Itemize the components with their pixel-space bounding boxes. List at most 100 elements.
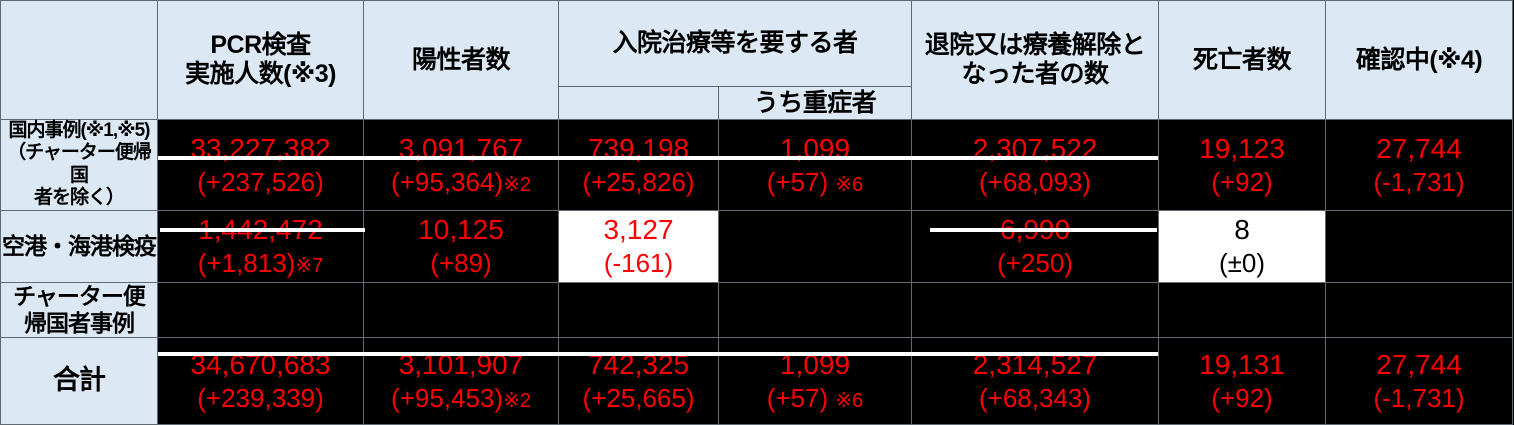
cell-quarantine-pcr: 1,442,472 (+1,813)※7 [157, 209, 364, 283]
cell-charter-deaths [1158, 281, 1327, 338]
row-label-charter-flight-returnees: チャーター便 帰国者事例 [0, 281, 158, 338]
cell-delta: (+1,813)※7 [198, 250, 323, 276]
cell-charter-positive [363, 281, 559, 338]
row-label-total: 合計 [0, 336, 158, 425]
cell-total-deaths: 19,131 (+92) [1158, 336, 1327, 425]
cell-domestic-severe: 1,099 (+57) ※6 [717, 119, 913, 211]
cell-total-confirming: 27,744 (-1,731) [1325, 336, 1514, 425]
table-row: チャーター便 帰国者事例 [0, 281, 1514, 338]
cell-quarantine-confirming [1325, 209, 1514, 283]
cell-quarantine-severe [717, 209, 913, 283]
cell-value: 8 [1234, 214, 1250, 246]
header-pcr-line1: PCR検査 [210, 31, 311, 59]
table-body: 国内事例(※1,※5) （チャーター便帰国 者を除く） 33,227,382 (… [0, 119, 1514, 425]
cell-domestic-deaths: 19,123 (+92) [1158, 119, 1327, 211]
cell-delta-text: (+57) [766, 166, 829, 197]
cell-delta: (+239,339) [197, 382, 324, 413]
value-delta-rule-quarantine-discharged [930, 228, 1157, 232]
table-header: PCR検査 実施人数(※3) 陽性者数 入院治療等を要する者 退院又は療養解除と… [0, 0, 1514, 120]
cell-footnote-mark: ※2 [503, 173, 531, 196]
cell-delta: (-161) [603, 248, 674, 279]
header-positive-cases: 陽性者数 [363, 0, 559, 120]
header-discharged: 退院又は療養解除と なった者の数 [911, 0, 1160, 120]
header-row-sub: うち重症者 [1, 86, 1513, 120]
cell-charter-pcr [157, 281, 364, 338]
cell-footnote-mark: ※6 [835, 389, 864, 412]
cell-domestic-pcr: 33,227,382 (+237,526) [157, 119, 364, 211]
cell-delta: (+92) [1211, 166, 1273, 197]
row-label-charter-line2: 帰国者事例 [24, 309, 135, 336]
cell-domestic-confirming: 27,744 (-1,731) [1325, 119, 1514, 211]
header-pcr-tests: PCR検査 実施人数(※3) [157, 0, 364, 120]
row-label-airport-seaport-quarantine: 空港・海港検疫 [0, 209, 158, 283]
cell-footnote-mark: ※2 [503, 389, 531, 412]
cell-charter-discharged [911, 281, 1160, 338]
cell-total-positive: 3,101,907 (+95,453)※2 [363, 336, 559, 425]
table-row: 合計 34,670,683 (+239,339) 3,101,907 (+95,… [0, 336, 1514, 425]
cell-value: 19,123 [1199, 132, 1285, 164]
row-label-domestic-cases: 国内事例(※1,※5) （チャーター便帰国 者を除く） [0, 119, 158, 211]
row-label-domestic-line3: 者を除く） [33, 187, 125, 209]
cell-domestic-positive: 3,091,767 (+95,364)※2 [363, 119, 559, 211]
row-label-domestic-line1: 国内事例(※1,※5) [8, 120, 150, 141]
header-deaths: 死亡者数 [1158, 0, 1327, 120]
cell-domestic-hospitalized: 739,198 (+25,826) [558, 119, 719, 211]
row-label-charter-line1: チャーター便 [13, 282, 146, 309]
cell-delta: (-1,731) [1373, 382, 1465, 413]
cell-total-discharged: 2,314,527 (+68,343) [911, 336, 1160, 425]
header-row-main: PCR検査 実施人数(※3) 陽性者数 入院治療等を要する者 退院又は療養解除と… [0, 0, 1514, 120]
table-row: 空港・海港検疫 1,442,472 (+1,813)※7 10,125 (+89… [0, 209, 1514, 283]
cell-delta: (+68,343) [979, 382, 1092, 413]
value-delta-rule-domestic [158, 156, 1158, 160]
cell-domestic-discharged: 2,307,522 (+68,093) [911, 119, 1160, 211]
header-confirming: 確認中(※4) [1325, 0, 1514, 120]
cell-delta-text: (+1,813) [197, 248, 296, 279]
cell-total-pcr: 34,670,683 (+239,339) [157, 336, 364, 425]
header-discharged-line2: なった者の数 [961, 60, 1110, 88]
cell-delta: (+95,364)※2 [391, 169, 531, 195]
cell-total-hospitalized: 742,325 (+25,665) [558, 336, 719, 425]
value-delta-rule-quarantine-pcr [160, 228, 365, 232]
table-row: 国内事例(※1,※5) （チャーター便帰国 者を除く） 33,227,382 (… [0, 119, 1514, 211]
cell-delta: (+68,093) [979, 166, 1092, 197]
header-corner-cell [0, 0, 158, 120]
cell-charter-severe [717, 281, 913, 338]
cell-value: 19,131 [1199, 348, 1285, 380]
cell-total-severe: 1,099 (+57) ※6 [717, 336, 913, 425]
cell-value: 27,744 [1376, 348, 1462, 380]
cell-delta-text: (+95,364) [391, 166, 504, 197]
cell-footnote-mark: ※7 [295, 255, 324, 278]
cell-quarantine-positive: 10,125 (+89) [363, 209, 559, 283]
cell-delta-text: (+95,453) [391, 382, 504, 413]
cell-delta-text: (+57) [766, 382, 829, 413]
cell-charter-confirming [1325, 281, 1514, 338]
cell-delta: (+95,453)※2 [391, 385, 531, 411]
value-delta-rule-total [158, 352, 1158, 356]
cell-value: 3,127 [603, 214, 674, 246]
cell-value: 27,744 [1376, 132, 1462, 164]
cell-charter-hospitalized [558, 281, 719, 338]
header-pcr-line2: 実施人数(※3) [185, 60, 336, 88]
cell-delta: (+237,526) [197, 166, 324, 197]
cell-value: 10,125 [418, 214, 504, 246]
row-label-domestic-line2: （チャーター便帰国 [7, 142, 152, 186]
header-requiring-hospitalization: 入院治療等を要する者 [557, 0, 913, 87]
cell-delta: (-1,731) [1373, 166, 1465, 197]
cell-delta: (+92) [1211, 382, 1273, 413]
cell-delta: (+25,665) [582, 382, 695, 413]
cell-delta: (+250) [997, 248, 1073, 279]
cell-delta: (+25,826) [582, 166, 695, 197]
cell-quarantine-hospitalized: 3,127 (-161) [558, 209, 719, 283]
cell-delta: (+57) ※6 [767, 169, 864, 195]
cell-delta: (+89) [430, 248, 492, 279]
cell-delta: (±0) [1218, 248, 1266, 279]
header-subcell-blank [558, 86, 719, 120]
cell-quarantine-discharged: 6,990 (+250) [911, 209, 1160, 283]
cell-quarantine-deaths: 8 (±0) [1158, 209, 1327, 283]
header-severe-cases: うち重症者 [717, 86, 913, 120]
header-discharged-line1: 退院又は療養解除と [924, 31, 1146, 59]
cell-footnote-mark: ※6 [835, 173, 864, 196]
cell-delta: (+57) ※6 [767, 385, 864, 411]
